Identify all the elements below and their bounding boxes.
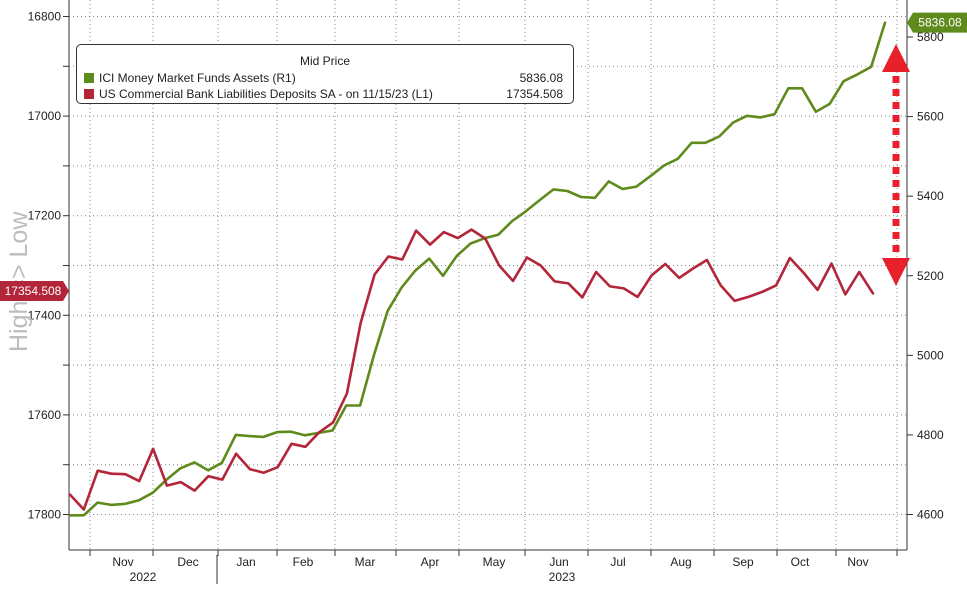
left-tick-label: 17600 [28, 408, 62, 422]
legend-swatch-red [84, 89, 94, 99]
x-year-label: 2022 [130, 570, 157, 584]
right-axis-ticks: 4600 4800 5000 5200 5400 5600 5800 [907, 30, 944, 522]
left-value-tag-label: 17354.508 [5, 284, 62, 298]
left-tick-label: 17000 [28, 109, 62, 123]
last-value-tags: 5836.08 17354.508 [0, 12, 967, 301]
x-tick-label: May [483, 555, 506, 569]
right-tick-label: 5400 [917, 189, 944, 203]
legend-entry-green: ICI Money Market Funds Assets (R1) 5836.… [84, 70, 563, 86]
x-tick-label: Oct [791, 555, 810, 569]
x-tick-label: Feb [293, 555, 314, 569]
series-line [68, 228, 875, 511]
x-tick-label: Nov [112, 555, 133, 569]
x-tick-label: Dec [177, 555, 198, 569]
legend-header: Mid Price [299, 54, 350, 68]
left-value-tag: 17354.508 [0, 281, 69, 301]
x-tick-label: Aug [670, 555, 691, 569]
legend-entry-red: US Commercial Bank Liabilities Deposits … [84, 86, 563, 102]
right-tick-label: 4600 [917, 508, 944, 522]
left-tick-label: 16800 [28, 10, 62, 24]
x-tick-label: Nov [847, 555, 868, 569]
legend-label: ICI Money Market Funds Assets (R1) [99, 71, 296, 85]
x-year-label: 2023 [549, 570, 576, 584]
left-axis-ticks: 16800 17000 17200 17400 17600 17800 [28, 10, 69, 522]
arrow-head-down [882, 258, 910, 286]
left-value-tag-bg [0, 281, 69, 301]
x-axis-ticks: Nov Dec Jan Feb Mar Apr May Jun Jul Aug Sep Oct Nov2… [89, 550, 898, 584]
series-line [68, 21, 887, 517]
arrow-head-up [882, 44, 910, 72]
x-tick-label: Mar [355, 555, 376, 569]
x-tick-label: Apr [421, 555, 440, 569]
right-tick-label: 4800 [917, 428, 944, 442]
left-tick-label: 17400 [28, 308, 62, 322]
right-value-tag-label: 5836.08 [918, 16, 962, 30]
right-value-tag-bg [907, 12, 967, 33]
legend-label: US Commercial Bank Liabilities Deposits … [99, 87, 433, 101]
axes [68, 0, 908, 551]
x-tick-label: Jun [549, 555, 568, 569]
range-arrow [882, 44, 910, 286]
right-value-tag: 5836.08 [907, 12, 967, 33]
legend: Mid Price ICI Money Market Funds Assets … [76, 44, 574, 104]
left-tick-label: 17800 [28, 508, 62, 522]
right-tick-label: 5600 [917, 110, 944, 124]
legend-swatch-green [84, 73, 94, 83]
legend-value: 17354.508 [506, 87, 563, 101]
x-tick-label: Jul [610, 555, 625, 569]
right-tick-label: 5000 [917, 348, 944, 362]
x-tick-label: Sep [732, 555, 754, 569]
left-tick-label: 17200 [28, 209, 62, 223]
series-lines [68, 21, 887, 517]
x-tick-label: Jan [236, 555, 255, 569]
right-tick-label: 5800 [917, 30, 944, 44]
legend-value: 5836.08 [519, 71, 563, 85]
right-tick-label: 5200 [917, 269, 944, 283]
